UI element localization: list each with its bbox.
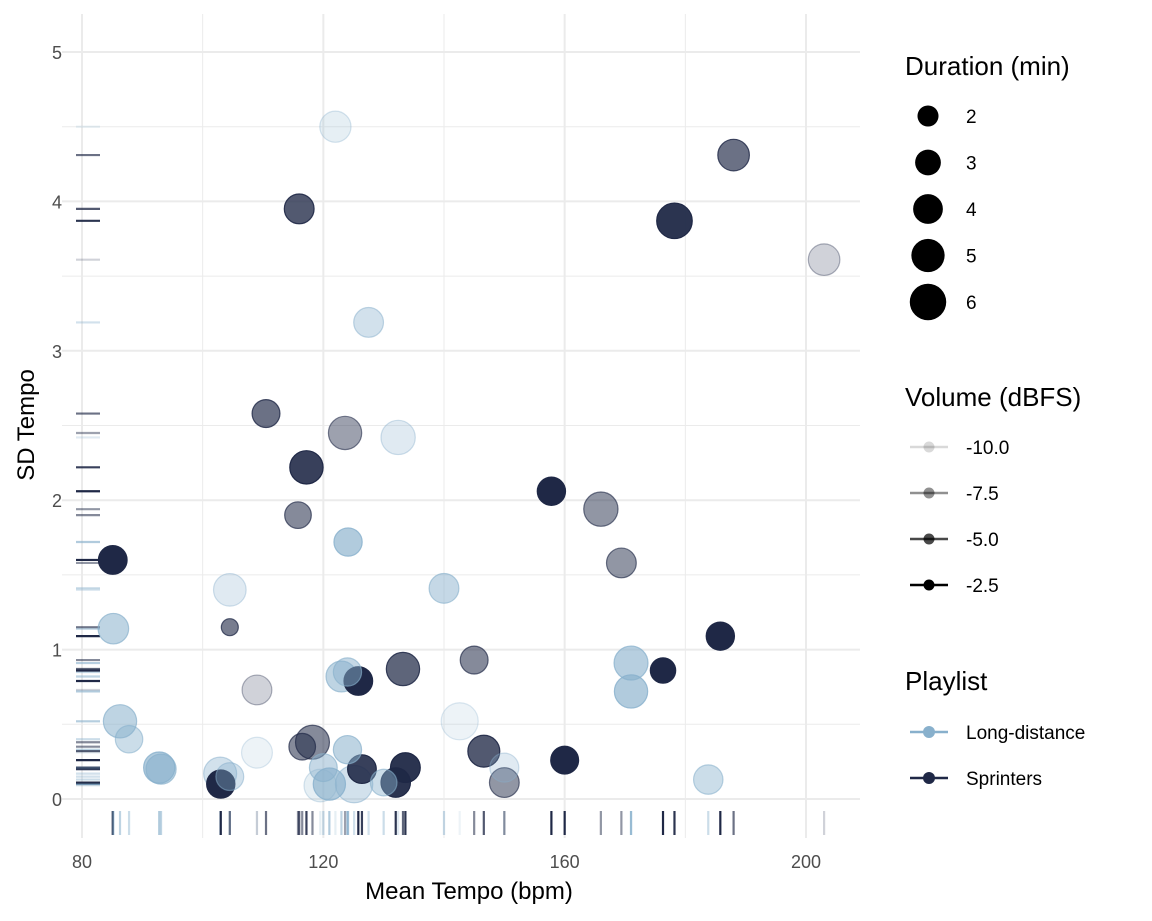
data-point [440, 702, 479, 741]
data-point [97, 545, 128, 575]
y-tick-label: 1 [52, 641, 62, 661]
legend-volume-key-dot [923, 533, 935, 545]
legend-size-label: 2 [966, 107, 977, 128]
legend-playlist-key-dot [923, 726, 935, 738]
y-tick-label: 5 [52, 43, 62, 63]
data-point [705, 621, 736, 651]
legend-volume-label: -10.0 [966, 438, 1009, 459]
data-point [206, 769, 236, 799]
data-point [467, 734, 501, 768]
data-point [241, 674, 273, 706]
data-point [283, 193, 315, 225]
data-point [649, 657, 677, 684]
legend-volume-key-dot [923, 579, 935, 591]
data-point [717, 138, 750, 172]
legend-size-key [909, 283, 947, 321]
data-point [332, 657, 363, 687]
data-point [583, 491, 619, 527]
data-point [656, 202, 693, 240]
data-point [284, 501, 312, 530]
legend-volume-label: -7.5 [966, 484, 999, 505]
data-point [220, 618, 239, 637]
data-point [212, 572, 247, 607]
data-point [353, 306, 385, 338]
legend-volume-label: -2.5 [966, 576, 999, 597]
data-point [385, 651, 421, 687]
data-point [550, 745, 580, 775]
data-point [288, 732, 317, 761]
grid [62, 14, 860, 838]
legend-playlist-label: Sprinters [966, 769, 1042, 790]
x-tick-label: 200 [791, 852, 821, 872]
data-point [102, 704, 138, 739]
data-point [369, 768, 398, 797]
data-point [312, 767, 347, 801]
data-point [380, 419, 416, 456]
data-point [692, 764, 724, 795]
data-point [319, 110, 352, 143]
legend-size-key [913, 194, 943, 224]
data-point [807, 243, 841, 277]
data-point [97, 612, 130, 645]
y-axis-title: SD Tempo [13, 369, 40, 481]
data-point [333, 527, 363, 557]
data-point [605, 547, 637, 579]
legend-volume-key-dot [923, 441, 935, 453]
x-tick-label: 120 [308, 852, 338, 872]
legend-playlist-key-dot [923, 772, 935, 784]
data-point [428, 572, 460, 604]
data-point [240, 736, 273, 769]
legend-volume: Volume (dBFS) -10.0 -7.5 -5.0 -2.5 [905, 382, 1081, 597]
x-axis-title: Mean Tempo (bpm) [365, 878, 573, 905]
legend-size-label: 6 [966, 293, 977, 314]
y-tick-label: 4 [52, 192, 62, 212]
legend-size-key [917, 105, 939, 127]
y-tick-label: 0 [52, 790, 62, 810]
data-point [215, 762, 245, 792]
data-point [380, 767, 412, 798]
data-points [97, 110, 841, 804]
legend-playlist: Playlist Long-distance Sprinters [905, 666, 1085, 790]
y-tick-label: 3 [52, 342, 62, 362]
legend-duration-title: Duration (min) [905, 51, 1070, 81]
data-point [327, 415, 363, 451]
data-point [145, 753, 177, 785]
legend-size-label: 4 [966, 200, 977, 221]
legend-size-key [915, 149, 941, 176]
legend-size-label: 3 [966, 154, 977, 175]
legend-playlist-label: Long-distance [966, 723, 1085, 744]
data-point [488, 767, 520, 799]
data-point [489, 752, 520, 783]
data-point [114, 724, 144, 754]
data-point [459, 645, 489, 675]
legend-size-label: 5 [966, 247, 977, 268]
y-tick-label: 2 [52, 491, 62, 511]
legend-playlist-title: Playlist [905, 666, 988, 696]
axis-ticks: 80 120 160 200 0 1 2 3 4 5 [52, 43, 821, 872]
x-tick-label: 160 [550, 852, 580, 872]
legend-volume-key-dot [923, 487, 935, 499]
data-point [332, 734, 363, 765]
x-tick-label: 80 [72, 852, 92, 872]
legend-size-key [911, 238, 945, 273]
data-point [613, 674, 649, 709]
legend-duration: Duration (min) 2 3 4 5 6 [905, 51, 1070, 321]
data-point [289, 450, 324, 485]
rug-marks [76, 125, 826, 835]
legend-volume-title: Volume (dBFS) [905, 382, 1081, 412]
data-point [251, 399, 281, 429]
data-point [308, 753, 338, 783]
data-point [536, 476, 567, 506]
legend-volume-label: -5.0 [966, 530, 999, 551]
